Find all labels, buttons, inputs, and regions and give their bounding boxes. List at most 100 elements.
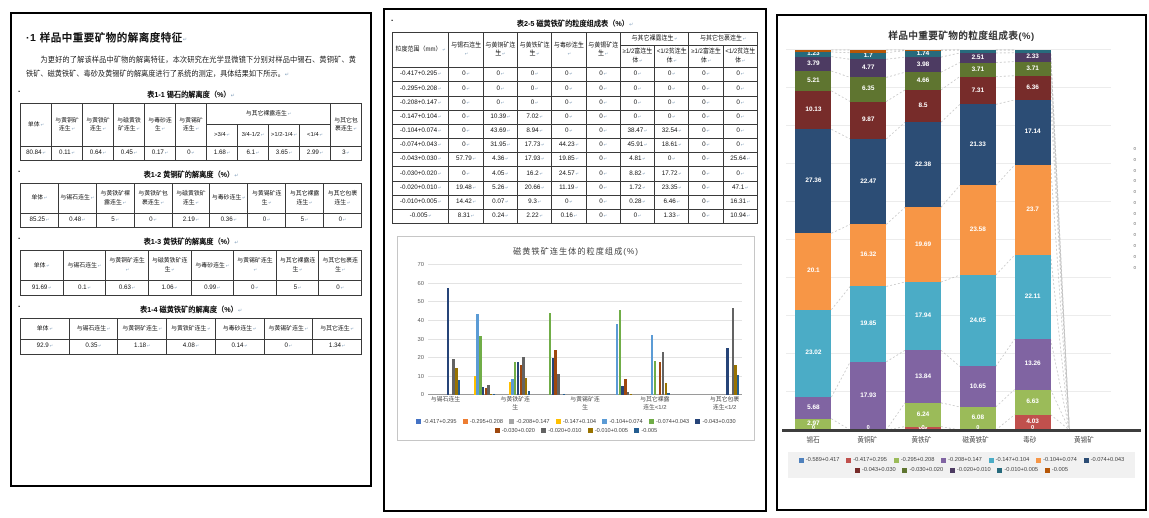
stack-segment: 9.87 bbox=[850, 101, 887, 140]
bar bbox=[557, 374, 560, 396]
table-cell: 16.2 bbox=[517, 166, 553, 182]
table-cell: 3 bbox=[330, 145, 362, 162]
table-cell: 19.48 bbox=[448, 180, 484, 196]
table-cell: 0 bbox=[133, 212, 173, 229]
table-cell: 17.73 bbox=[517, 138, 553, 154]
bar-clusters bbox=[428, 265, 742, 396]
table-cell: 17.72 bbox=[654, 166, 690, 182]
legend-swatch-icon bbox=[1036, 457, 1042, 463]
gridline bbox=[428, 264, 742, 266]
stack-segment: 13.26 bbox=[1014, 339, 1051, 390]
baseline-zero-label: 0 bbox=[1031, 425, 1035, 431]
segment-value-label: 8.5 bbox=[918, 102, 928, 110]
segment-value-label: 0.9 bbox=[918, 424, 928, 432]
table-cell: 4.36 bbox=[482, 152, 519, 168]
table-cell: -0.104+0.074 bbox=[391, 123, 450, 140]
bar bbox=[516, 361, 520, 396]
table-header-cell: 单体 bbox=[20, 103, 52, 147]
table-cell: -0.295+0.208 bbox=[391, 81, 450, 97]
zero-label: 0 bbox=[1133, 178, 1137, 184]
x-axis-tick-label: 黄铜矿 bbox=[857, 437, 878, 444]
table-cell: 0 bbox=[318, 280, 362, 296]
legend-label: -0.005 bbox=[1051, 467, 1068, 473]
zero-label: 0 bbox=[1133, 210, 1137, 216]
table-header-cell: 与黄铜矿连生 bbox=[117, 317, 168, 340]
y-axis-tick-label: 0 bbox=[420, 392, 424, 399]
legend-item: -0.043+0.030 bbox=[854, 467, 896, 473]
legend-item: -0.043+0.030 bbox=[695, 419, 736, 425]
table-cell: 8.31 bbox=[448, 209, 484, 225]
table-cell: 0 bbox=[448, 67, 484, 83]
table-header-cell: 与磁黄铁矿连生 bbox=[147, 250, 192, 281]
table-row: -0.295+0.208000000000 bbox=[391, 81, 759, 97]
table-cell: 0 bbox=[482, 95, 519, 111]
table-cell: 5.26 bbox=[482, 180, 519, 196]
segment-value-label: 2.97 bbox=[807, 420, 820, 428]
table-cell: 0 bbox=[722, 123, 759, 140]
section-heading: ·1 样品中重要矿物的解离度特征 bbox=[26, 30, 358, 45]
bar bbox=[667, 392, 670, 396]
zero-label: 0 bbox=[1133, 243, 1137, 249]
table-header-cell: 与黄铁矿连生 bbox=[166, 317, 216, 340]
table-cell: 32.54 bbox=[654, 123, 690, 140]
legend-label: -0.295+0.208 bbox=[469, 418, 504, 425]
table-cell: 0 bbox=[688, 166, 724, 182]
table-cell: 5 bbox=[275, 280, 320, 296]
chart-plot-area: 2.97 5.68 23.02 20.1 27.36 10.13 5.21 3.79 1.23 0… bbox=[782, 48, 1141, 432]
table-cell: 0 bbox=[517, 95, 553, 111]
table-header: 单体与锡石连生与黄铁矿裸露连生与黄铁矿包裹连生与磁黄铁矿连生与毒砂连生与黄锡矿连… bbox=[20, 183, 362, 214]
table-cell: 0 bbox=[688, 194, 724, 211]
table-cell: 4.05 bbox=[482, 166, 519, 182]
table-cell: 47.1 bbox=[722, 180, 759, 196]
table-header-cell: 与黄锡矿连生 bbox=[247, 183, 287, 214]
legend-item: -0.147+0.104 bbox=[555, 419, 596, 425]
bar bbox=[734, 364, 737, 396]
segment-value-label: 19.85 bbox=[860, 320, 877, 328]
legend-label: -0.295+0.208 bbox=[900, 457, 935, 463]
baseline-zero-label: 0 bbox=[866, 425, 870, 431]
table-cell: 10.94 bbox=[722, 209, 759, 225]
table-body: 85.250.48502.190.36050 bbox=[20, 212, 362, 229]
table-cell: 57.79 bbox=[448, 152, 484, 168]
legend-label: -0.104+0.074 bbox=[1043, 457, 1077, 463]
table-cell: 1.72 bbox=[619, 180, 656, 196]
y-axis-tick-label: 10 bbox=[417, 373, 424, 380]
bar bbox=[737, 374, 740, 396]
table-cell: -0.043+0.030 bbox=[391, 152, 450, 168]
stack-segment: 3.71 bbox=[1014, 61, 1051, 76]
stack-segment: 6.08 bbox=[959, 406, 996, 430]
x-axis-tick-label bbox=[672, 397, 707, 412]
table-cell: -0.005 bbox=[391, 209, 450, 225]
table-header-cell: 与锡石连生 bbox=[68, 317, 119, 340]
table-cell: 92.9 bbox=[20, 338, 70, 355]
table-header-cell: 粒度范围（mm） bbox=[391, 31, 450, 69]
x-axis-tick-label: 锡石 bbox=[806, 437, 820, 444]
legend-item: -0.147+0.104 bbox=[988, 457, 1029, 463]
segment-value-label: 6.63 bbox=[1026, 398, 1039, 406]
table-cell: 7.02 bbox=[517, 109, 553, 125]
table-cell: 0 bbox=[448, 81, 484, 97]
table-header-row: 单体与锡石连生与黄铜矿连生与磁黄铁矿连生与毒砂连生与黄锡矿连生与其它裸露连生与其… bbox=[20, 250, 362, 281]
table-header-cell: <1/2贫连生体 bbox=[722, 45, 759, 69]
table-body: -0.417+0.295000000000-0.295+0.2080000000… bbox=[391, 67, 759, 225]
table-cell: 80.84 bbox=[20, 145, 52, 162]
table-cell: 0 bbox=[688, 67, 724, 83]
bar bbox=[653, 360, 656, 396]
table-cell: 0.36 bbox=[209, 212, 249, 229]
bar bbox=[484, 387, 487, 396]
gridline bbox=[786, 391, 1111, 392]
table-row: -0.074+0.043031.9517.7344.23045.9118.610… bbox=[391, 138, 759, 154]
table-cell: 0 bbox=[551, 81, 587, 97]
segment-value-label: 23.02 bbox=[805, 349, 822, 357]
table-cell: 0 bbox=[585, 95, 621, 111]
baseline-zero-label: 0 bbox=[921, 425, 925, 431]
table-cell: 0 bbox=[722, 95, 759, 111]
table-cell: 4.81 bbox=[619, 152, 656, 168]
legend-swatch-icon bbox=[941, 457, 947, 463]
segment-value-label: 1.7 bbox=[863, 52, 873, 60]
legend-item: -0.295+0.208 bbox=[462, 418, 504, 425]
legend-item: -0.005 bbox=[634, 428, 657, 434]
liberation-tables-container: 表1-1 锡石的解离度（%）单体与黄铜矿连生与黄铁矿连生与磁黄铁矿连生与毒砂连生… bbox=[12, 87, 370, 355]
stack-segment: 22.38 bbox=[905, 122, 941, 208]
stack-segment: 27.36 bbox=[795, 129, 832, 234]
